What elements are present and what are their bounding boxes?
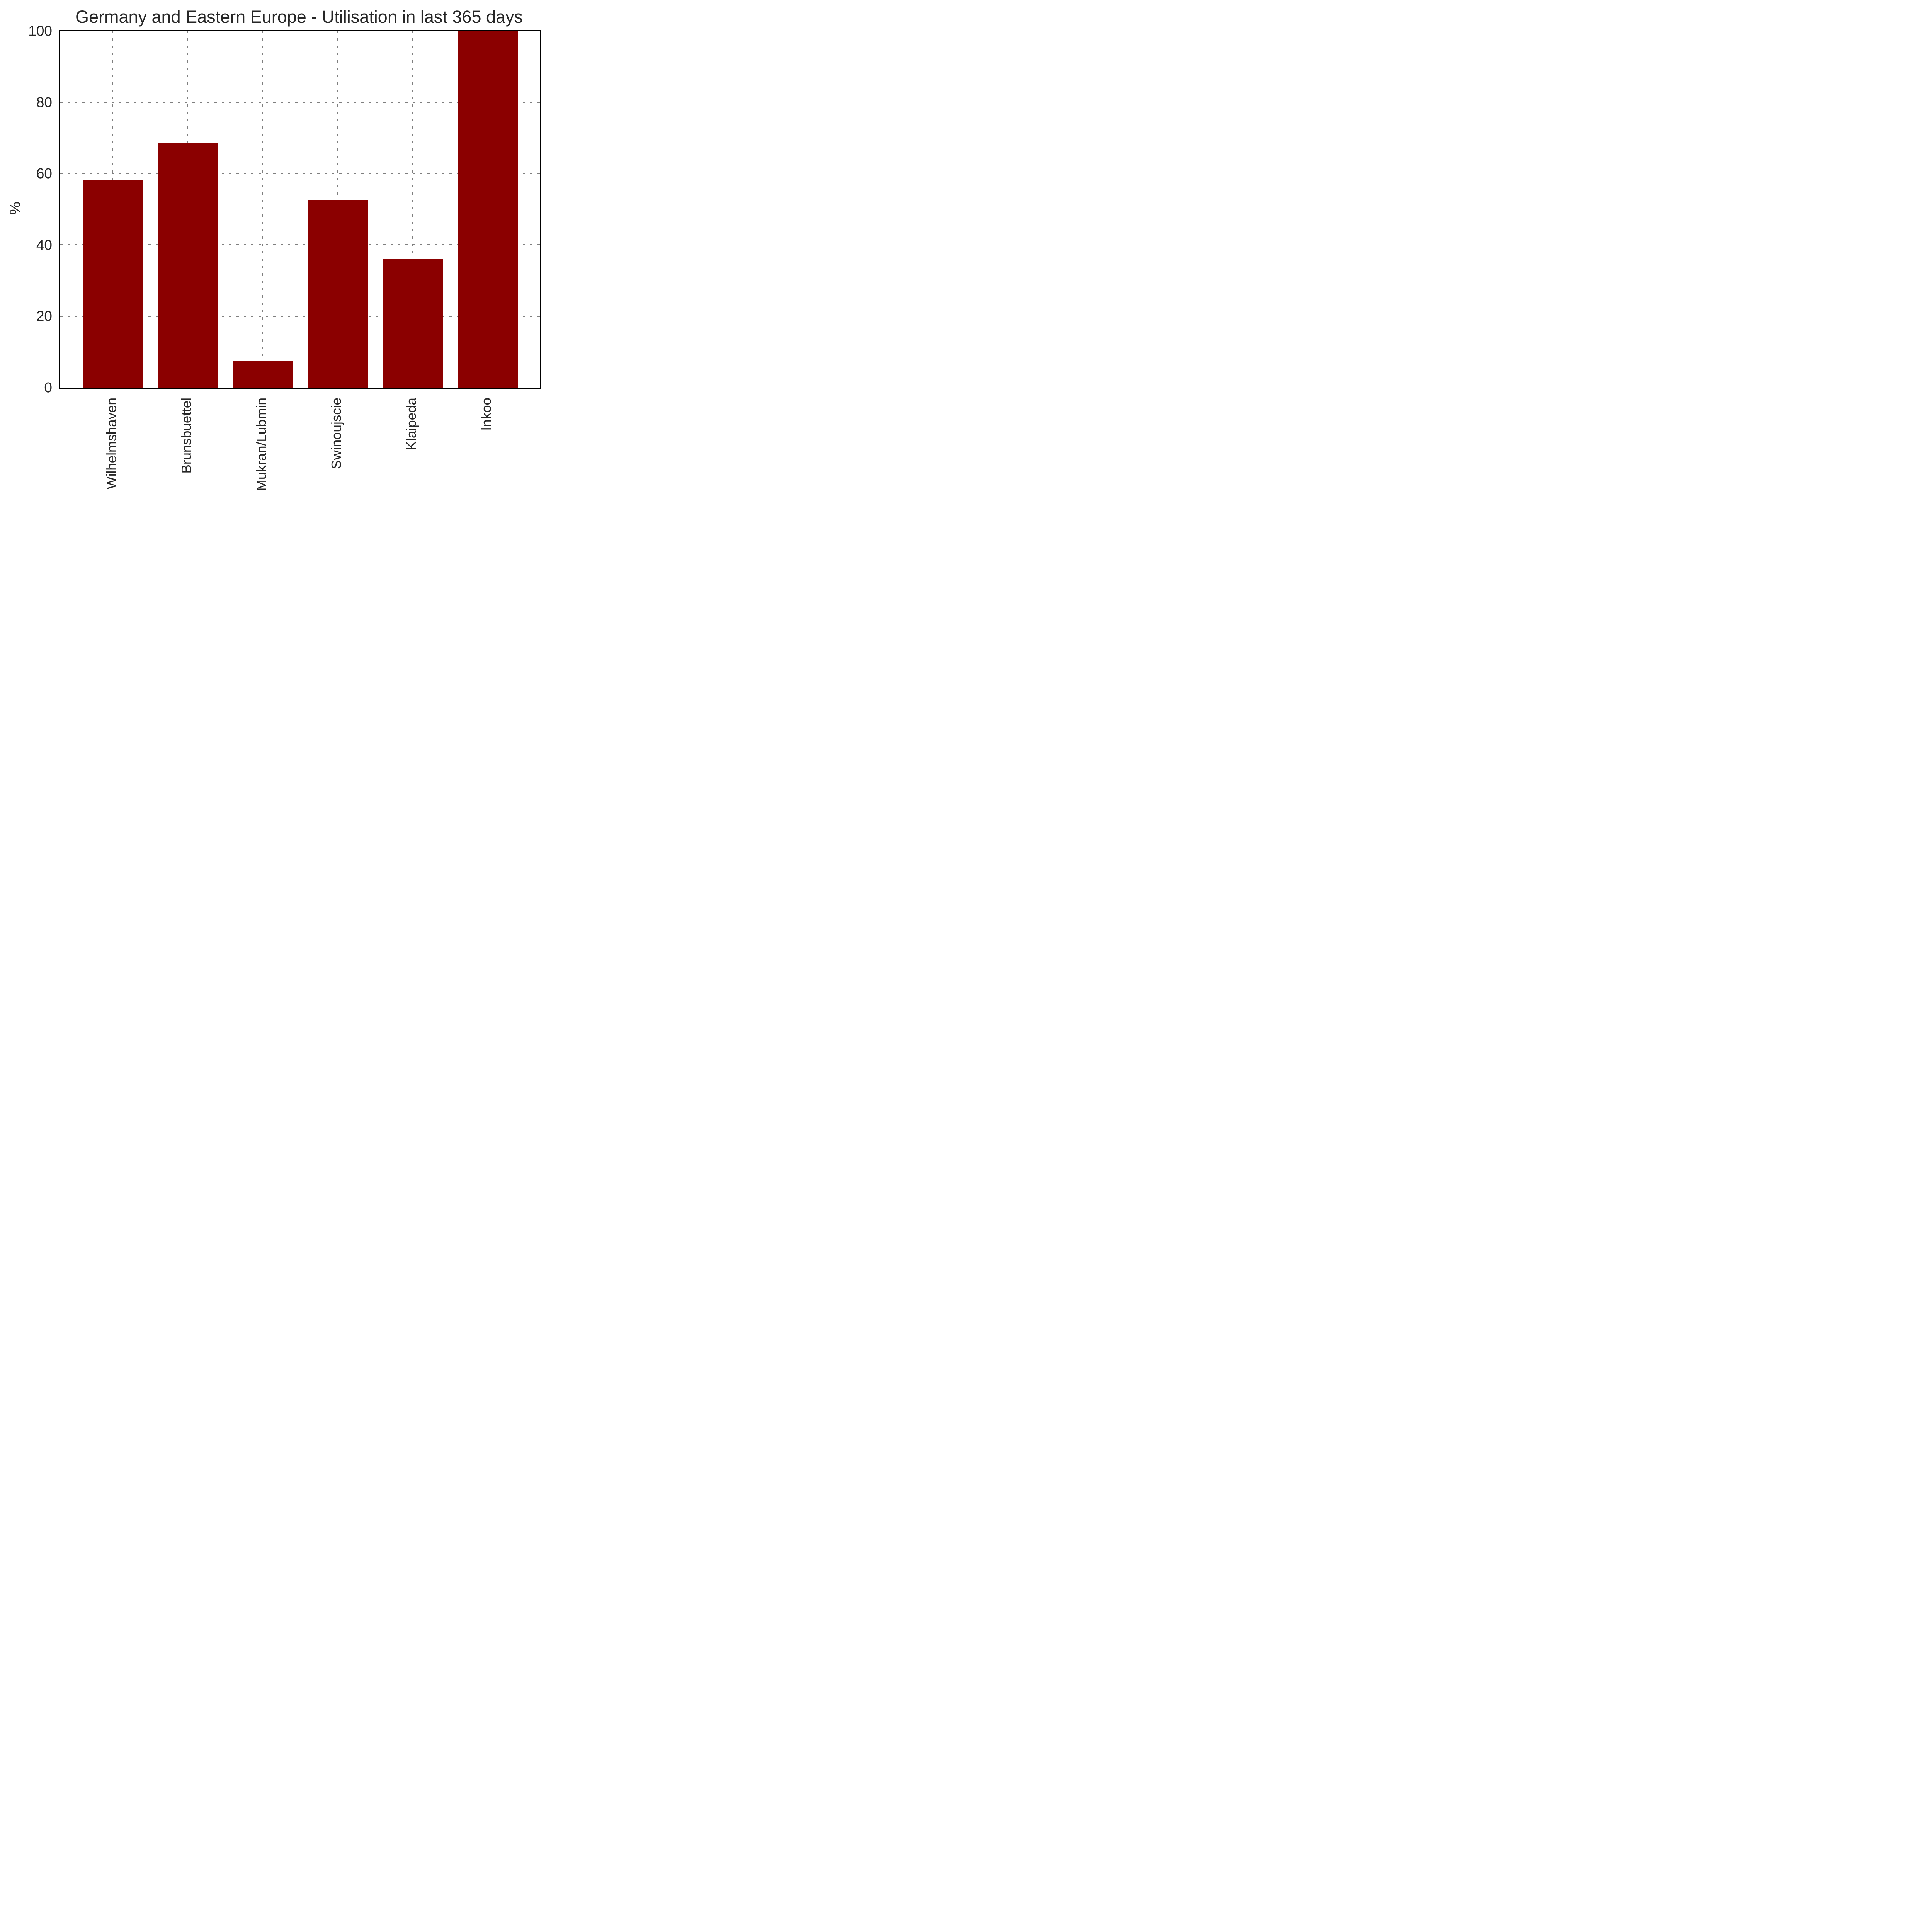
horizontal-gridline [60,244,540,246]
y-tick-label: 80 [36,94,52,111]
x-tick-label: Inkoo [479,398,494,431]
bar [308,199,368,388]
vertical-gridline [262,31,264,388]
x-tick-label: Brunsbuettel [179,398,194,474]
bar [158,143,218,388]
plot-area: 0 20 40 60 80 100 [28,24,541,395]
vertical-gridline [412,31,413,388]
y-tick-label: 20 [36,308,52,324]
y-axis-label: % [7,202,24,215]
bar [457,31,518,388]
chart-title: Germany and Eastern Europe - Utilisation… [75,7,523,27]
horizontal-gridline [60,102,540,103]
x-tick-label: Wilhelmshaven [104,398,119,490]
y-tick-label: 0 [44,379,52,396]
y-tick-label: 60 [36,165,52,182]
horizontal-gridline [60,173,540,174]
x-tick-label: Swinoujscie [329,398,344,469]
x-tick-labels: Wilhelmshaven Brunsbuettel Mukran/Lubmin Sw… [59,398,539,497]
horizontal-gridline [60,315,540,317]
bar [83,179,143,388]
bar [233,361,293,388]
x-tick-label: Klaipeda [404,398,419,451]
bar [383,259,443,388]
x-tick-label: Mukran/Lubmin [254,398,269,491]
y-tick-label: 40 [36,237,52,253]
bar-chart-figure: Germany and Eastern Europe - Utilisation… [0,0,548,498]
y-tick-label: 100 [28,23,52,39]
